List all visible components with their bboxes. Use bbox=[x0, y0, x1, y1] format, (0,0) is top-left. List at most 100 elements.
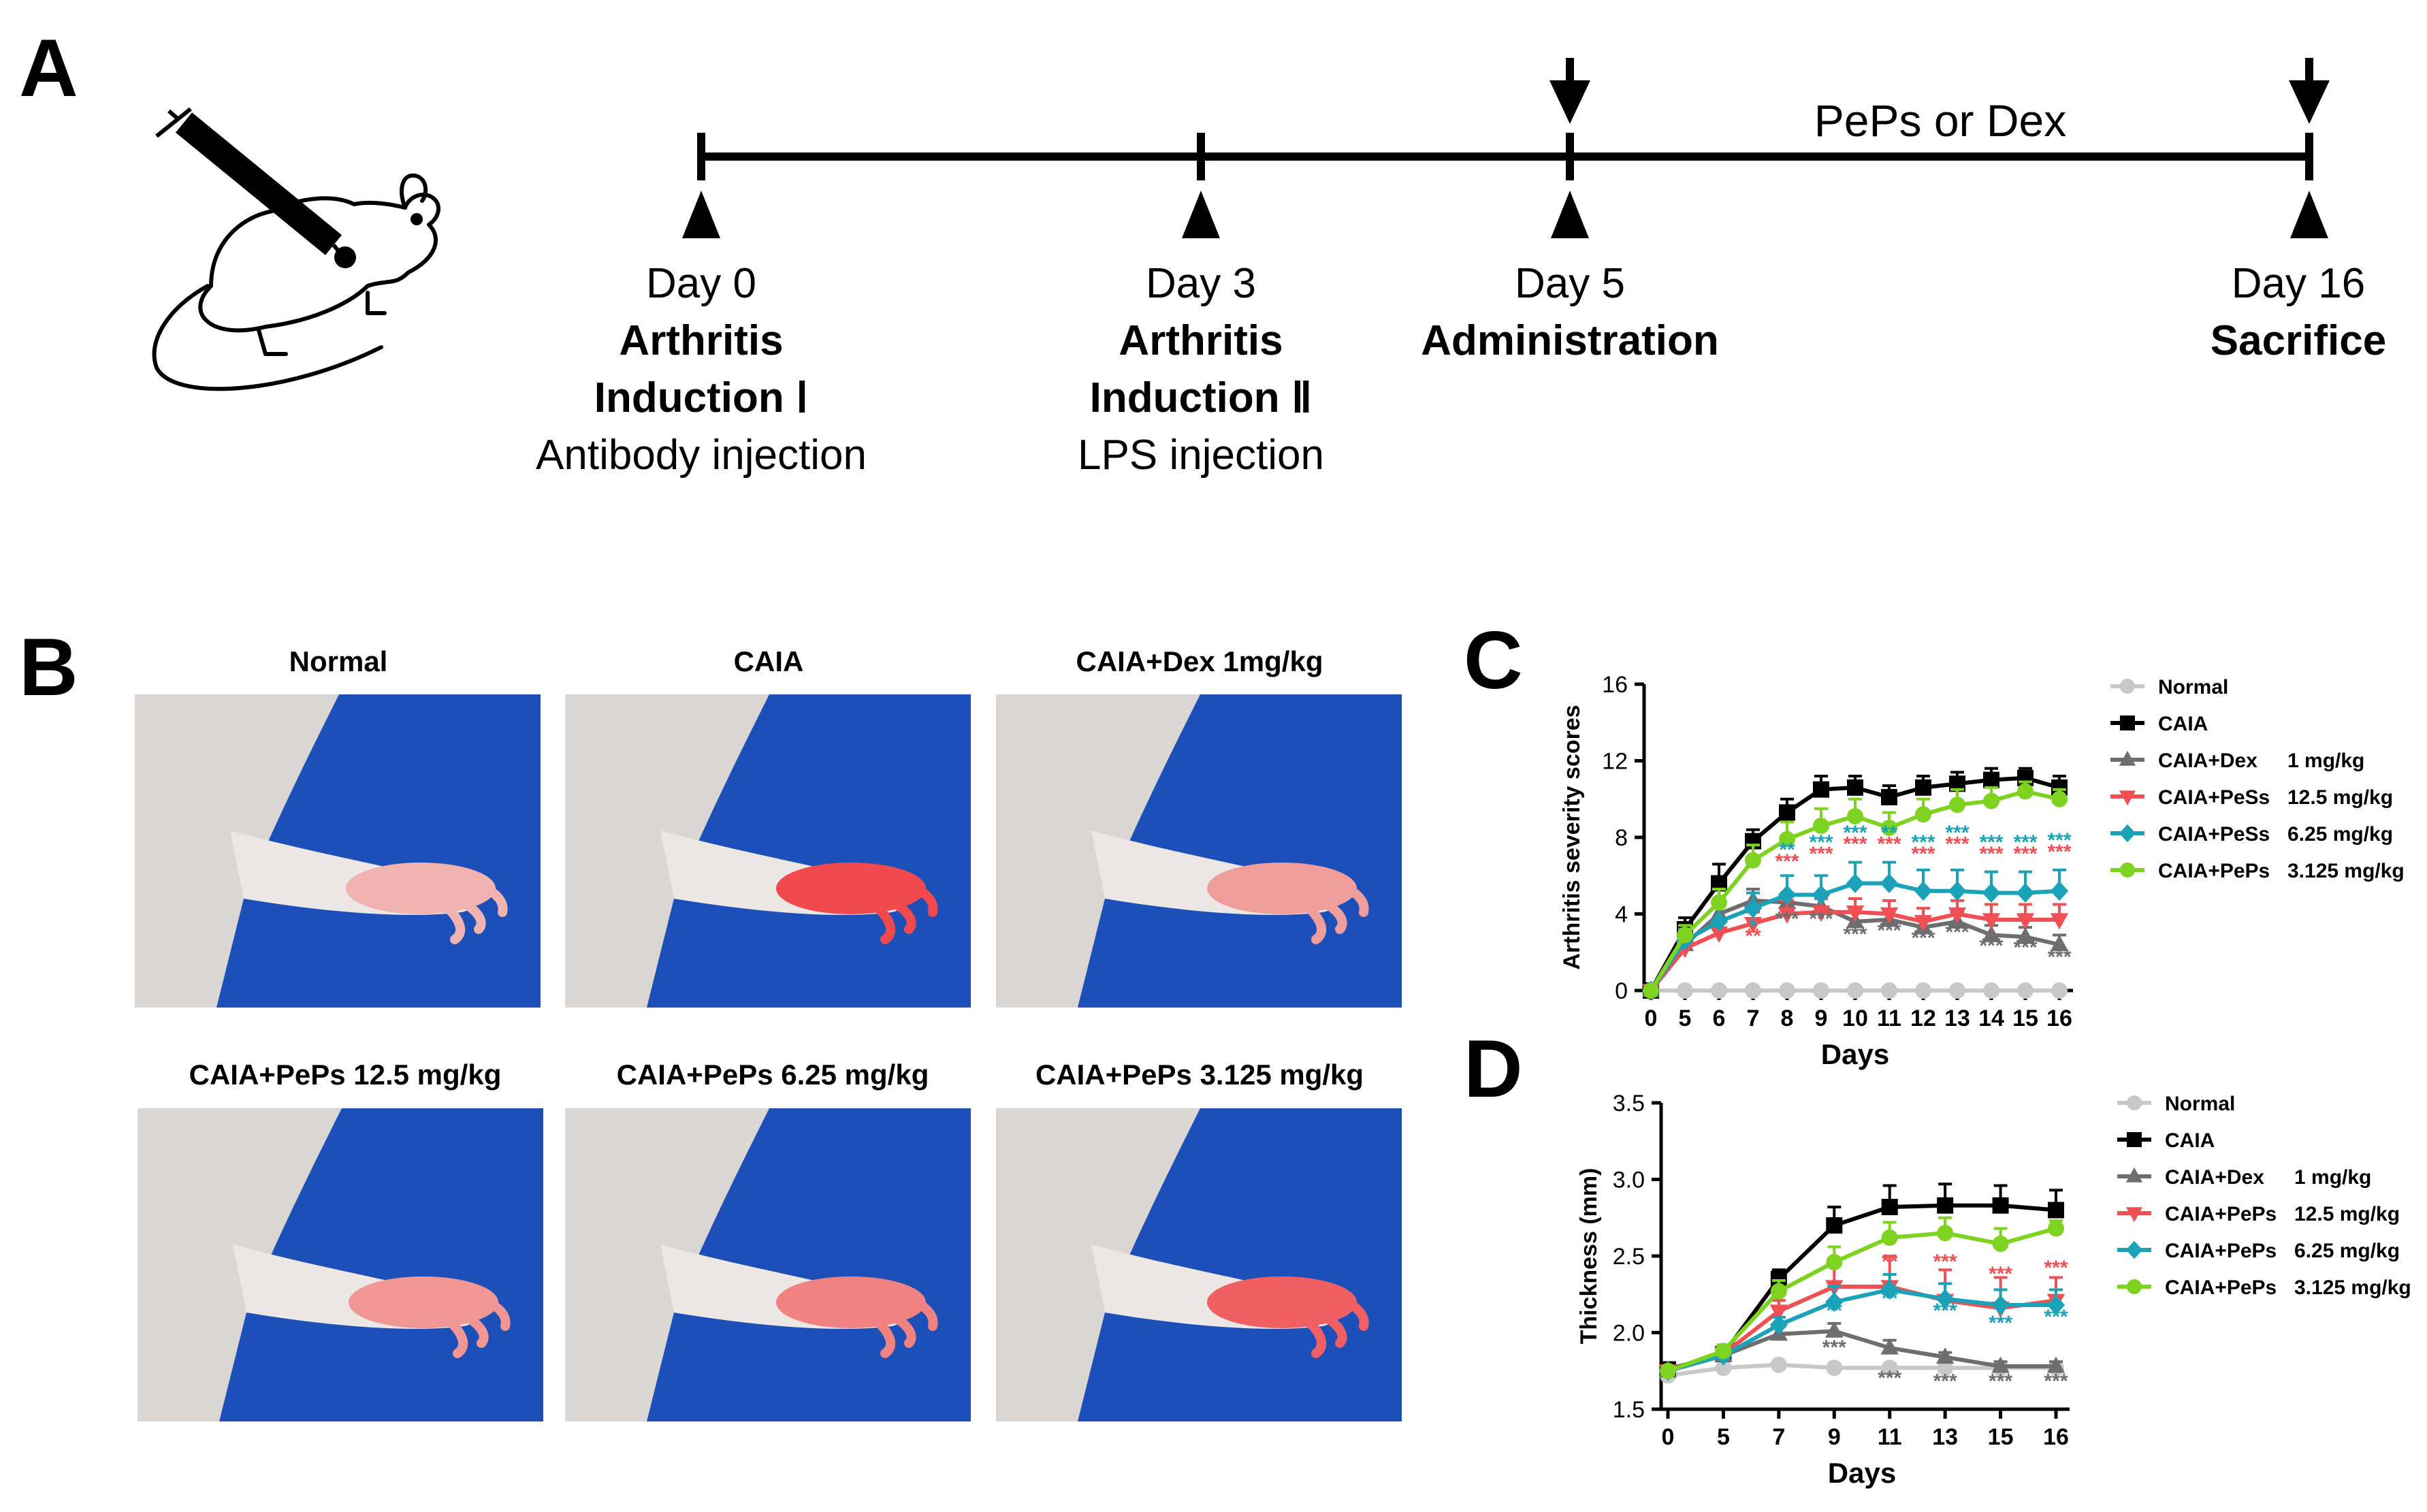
significance-label: ** bbox=[1881, 822, 1897, 844]
syringe-icon bbox=[155, 107, 356, 268]
significance-label: *** bbox=[1809, 843, 1833, 865]
paw-photo bbox=[565, 1108, 971, 1421]
event-detail: Antibody injection bbox=[536, 432, 867, 479]
data-point bbox=[2127, 1132, 2142, 1147]
significance-label: *** bbox=[1933, 1300, 1957, 1322]
data-point bbox=[2050, 913, 2069, 930]
photo-label: CAIA bbox=[733, 645, 804, 677]
chart-paw-thickness: 1.5 2.0 2.5 3.0 3.5 0 5 7 9 11 13 15 16 Days Thickness… bbox=[1576, 1091, 2411, 1489]
x-tick-label: 16 bbox=[2046, 1006, 2072, 1031]
data-point bbox=[1915, 982, 1931, 999]
legend-dose: 6.25 mg/kg bbox=[2294, 1240, 2400, 1262]
data-point bbox=[1743, 916, 1763, 933]
data-point bbox=[1779, 804, 1795, 821]
legend-label: Normal bbox=[2165, 1093, 2235, 1115]
data-point bbox=[1711, 982, 1727, 999]
y-axis-label: Arthritis severity scores bbox=[1559, 705, 1585, 969]
data-point bbox=[2120, 863, 2135, 878]
data-point bbox=[2125, 1207, 2143, 1223]
data-point bbox=[1745, 982, 1761, 999]
paw-photo-graphic bbox=[138, 1108, 543, 1421]
data-point bbox=[1677, 927, 1693, 944]
legend-label: CAIA+PePs bbox=[2165, 1240, 2277, 1262]
data-point bbox=[2017, 982, 2034, 999]
y-tick-label: 1.5 bbox=[1613, 1397, 1645, 1423]
data-point bbox=[1949, 982, 1965, 999]
y-tick-label: 3.0 bbox=[1613, 1168, 1645, 1193]
data-point bbox=[1770, 1283, 1787, 1300]
significance-markers: ****************************************… bbox=[1745, 822, 2072, 969]
x-tick-label: 12 bbox=[1910, 1006, 1936, 1031]
data-point bbox=[1769, 1304, 1788, 1321]
significance-label: *** bbox=[2047, 946, 2071, 969]
legend-label: CAIA+PePs bbox=[2165, 1276, 2277, 1299]
significance-label: ** bbox=[1827, 1300, 1843, 1322]
significance-label: *** bbox=[1843, 923, 1867, 946]
significance-label: *** bbox=[1822, 1336, 1846, 1359]
data-point bbox=[1715, 1342, 1732, 1360]
data-point bbox=[1881, 1360, 1898, 1377]
data-point bbox=[2119, 750, 2136, 766]
significance-label: *** bbox=[1989, 1263, 2012, 1285]
data-point bbox=[2016, 883, 2035, 903]
paw-photo bbox=[138, 1108, 543, 1421]
significance-label: ** bbox=[1779, 839, 1795, 861]
data-point bbox=[2016, 927, 2035, 944]
legend-label: CAIA+PePs bbox=[2165, 1203, 2277, 1225]
data-point bbox=[1880, 1280, 1899, 1300]
y-tick-label: 16 bbox=[1602, 672, 1628, 698]
data-point bbox=[1983, 792, 1999, 809]
data-point bbox=[1769, 1315, 1788, 1335]
data-point bbox=[2125, 1240, 2143, 1259]
significance-label: *** bbox=[1809, 831, 1833, 854]
data-point bbox=[1937, 1225, 1954, 1242]
x-tick-label: 8 bbox=[1781, 1006, 1794, 1031]
data-point bbox=[1935, 1289, 1955, 1309]
significance-label: *** bbox=[2044, 1257, 2068, 1279]
data-point bbox=[2051, 790, 2068, 807]
data-point bbox=[1881, 819, 1897, 836]
data-point bbox=[2017, 783, 2034, 800]
data-point bbox=[1677, 982, 1693, 999]
y-tick-label: 2.0 bbox=[1613, 1321, 1645, 1347]
panel-label-c: C bbox=[1464, 615, 1523, 706]
event-day: Day 3 bbox=[1146, 260, 1256, 307]
x-tick-label: 0 bbox=[1645, 1006, 1658, 1031]
data-point bbox=[1825, 1292, 1844, 1312]
data-point bbox=[1881, 1229, 1898, 1246]
significance-label: *** bbox=[1979, 935, 2003, 957]
x-tick-label: 14 bbox=[1978, 1006, 2004, 1031]
photo-label: CAIA+PePs 12.5 mg/kg bbox=[189, 1059, 502, 1091]
legend-dose: 12.5 mg/kg bbox=[2287, 786, 2393, 809]
data-point bbox=[1881, 1199, 1898, 1215]
arrow-up-icon bbox=[1551, 191, 1589, 238]
data-point bbox=[1991, 1356, 2010, 1373]
data-point bbox=[1991, 1295, 2010, 1315]
x-tick-label: 9 bbox=[1828, 1424, 1841, 1450]
toes bbox=[436, 877, 508, 944]
data-point bbox=[1937, 1360, 1954, 1377]
legend-dose: 1 mg/kg bbox=[2294, 1166, 2371, 1189]
series-line bbox=[1667, 1285, 2057, 1373]
significance-label: *** bbox=[1843, 822, 1867, 844]
significance-label: *** bbox=[1911, 927, 1935, 950]
significance-label: *** bbox=[1933, 1370, 1957, 1393]
data-point bbox=[1812, 905, 1831, 922]
data-point bbox=[1915, 806, 1931, 823]
data-point bbox=[1770, 1356, 1787, 1373]
legend-dose: 3.125 mg/kg bbox=[2294, 1276, 2411, 1299]
data-point bbox=[1779, 982, 1795, 999]
x-tick-label: 7 bbox=[1772, 1424, 1785, 1450]
data-point bbox=[1880, 1338, 1899, 1355]
data-point bbox=[1983, 771, 1999, 788]
x-tick-label: 13 bbox=[1932, 1424, 1958, 1450]
legend-dose: 1 mg/kg bbox=[2287, 750, 2364, 772]
data-point bbox=[1992, 1197, 2009, 1214]
significance-label: *** bbox=[1878, 1367, 1901, 1389]
data-point bbox=[2046, 1356, 2066, 1373]
legend-dose: 12.5 mg/kg bbox=[2294, 1203, 2400, 1225]
toes bbox=[867, 1291, 938, 1358]
x-tick-label: 10 bbox=[1842, 1006, 1868, 1031]
legend-label: Normal bbox=[2158, 676, 2228, 698]
